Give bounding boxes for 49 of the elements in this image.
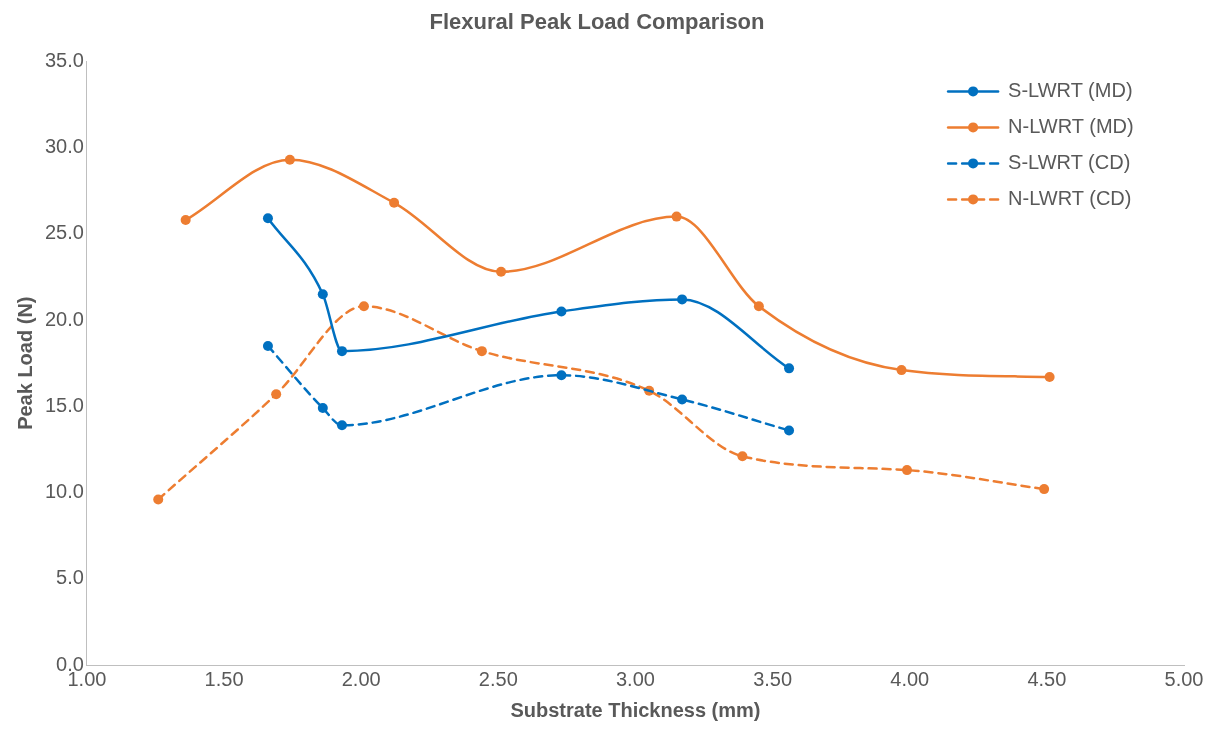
y-tick-label: 35.0 (44, 48, 84, 71)
x-tick-label: 2.00 (341, 667, 381, 690)
point (737, 451, 748, 462)
x-tick-label: 3.50 (753, 667, 793, 690)
x-axis-title: Substrate Thickness (mm) (510, 698, 761, 721)
point (1039, 484, 1050, 495)
legend-label: N-LWRT (MD) (1008, 114, 1134, 137)
point (476, 346, 487, 357)
point (784, 425, 795, 436)
x-tick-label: 4.50 (1027, 667, 1067, 690)
point (671, 211, 682, 222)
point (556, 306, 567, 317)
point (358, 301, 369, 312)
point (496, 266, 507, 277)
point (317, 289, 328, 300)
point (271, 389, 282, 400)
point (337, 420, 347, 431)
point (753, 301, 764, 312)
point (556, 370, 567, 381)
point (896, 365, 907, 376)
y-axis-title: Peak Load (N) (13, 296, 36, 430)
point (337, 346, 347, 357)
point (677, 394, 688, 405)
y-tick-label: 25.0 (44, 221, 84, 244)
point (262, 340, 273, 351)
chart-title: Flexural Peak Load Comparison (429, 9, 765, 35)
point (284, 154, 295, 165)
legend-label: S-LWRT (MD) (1008, 78, 1133, 101)
y-tick-label: 15.0 (44, 393, 84, 416)
y-tick-label: 5.0 (56, 566, 84, 589)
y-tick-label: 10.0 (44, 480, 84, 503)
point (1044, 372, 1055, 382)
point (153, 494, 164, 505)
point (677, 294, 688, 305)
x-tick-label: 4.00 (890, 667, 930, 690)
x-tick-label: 5.00 (1164, 667, 1204, 690)
x-tick-label: 3.00 (615, 667, 655, 690)
x-tick-label: 2.50 (478, 667, 518, 690)
point (262, 213, 273, 224)
y-tick-label: 30.0 (44, 135, 84, 158)
legend-label: S-LWRT (CD) (1008, 150, 1131, 173)
point (389, 197, 400, 208)
point (180, 215, 191, 226)
y-tick-label: 20.0 (44, 307, 84, 330)
point (901, 465, 912, 476)
x-tick-label: 1.50 (204, 667, 244, 690)
point (317, 403, 328, 414)
legend-label: N-LWRT (CD) (1008, 186, 1132, 209)
point (784, 363, 795, 374)
